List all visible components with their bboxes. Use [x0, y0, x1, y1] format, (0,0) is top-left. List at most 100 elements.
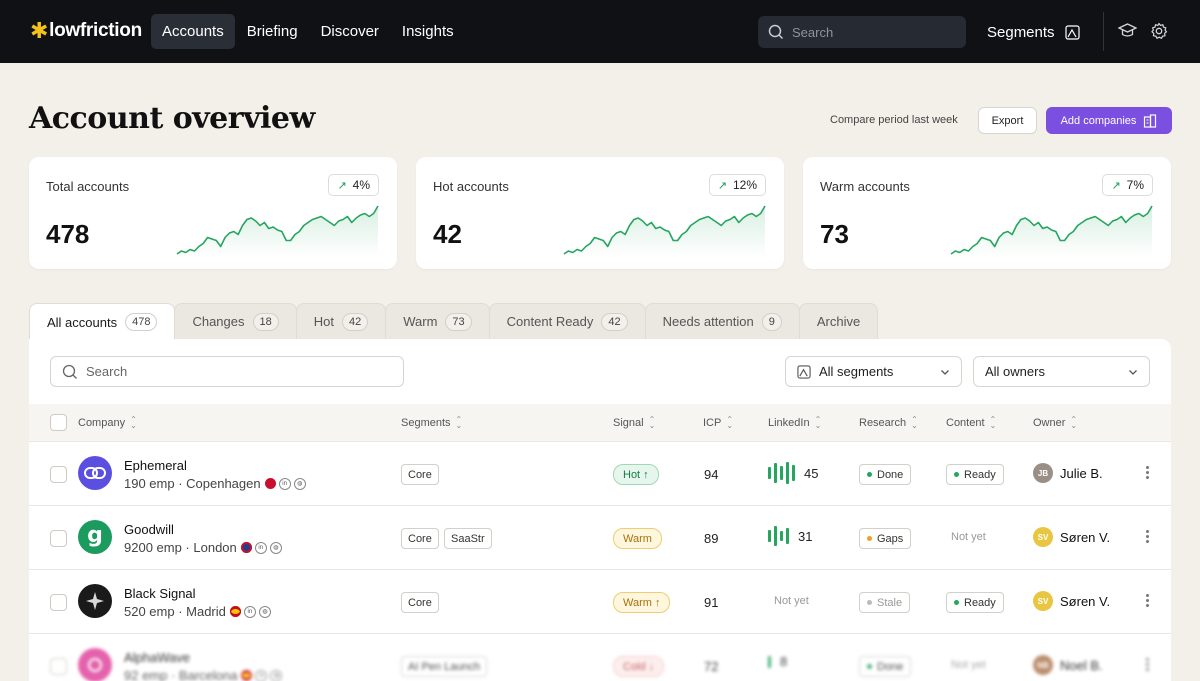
- row-menu-icon[interactable]: [1146, 465, 1149, 480]
- owner-name: Noel B.: [1060, 657, 1103, 673]
- col-research[interactable]: Research ⌃ ⌄: [859, 416, 918, 430]
- select-all-checkbox[interactable]: [50, 414, 67, 431]
- company-meta: 92 emp · Barcelona in ◍: [124, 668, 283, 681]
- stat-card-total[interactable]: Total accounts 478 ↗ 4%: [29, 157, 397, 269]
- col-signal[interactable]: Signal ⌃ ⌄: [613, 415, 656, 430]
- table-row[interactable]: Black Signal 520 emp · Madrid in ◍ Core Wa…: [29, 570, 1171, 634]
- signal-badge: Warm: [613, 528, 662, 549]
- stat-value: 478: [46, 219, 90, 249]
- row-checkbox[interactable]: [50, 466, 67, 483]
- col-linkedin[interactable]: LinkedIn ⌃ ⌄: [768, 416, 821, 430]
- tab-hot[interactable]: Hot 42: [295, 303, 387, 339]
- research-status-label: Done: [877, 468, 904, 481]
- gear-icon[interactable]: [1150, 22, 1168, 40]
- table-search-placeholder: Search: [86, 364, 128, 379]
- sort-icon: ⌃ ⌄: [726, 415, 734, 430]
- table-row[interactable]: Ephemeral 190 emp · Copenhagen in ◍ Core H…: [29, 442, 1171, 506]
- content-status-label: Ready: [964, 596, 996, 609]
- col-label: Segments: [401, 417, 451, 429]
- linkedin-icon[interactable]: in: [255, 669, 268, 681]
- globe-icon[interactable]: ◍: [258, 605, 271, 618]
- row-menu-icon[interactable]: [1146, 529, 1149, 544]
- linkedin-icon[interactable]: in: [254, 541, 267, 554]
- globe-icon[interactable]: ◍: [269, 541, 282, 554]
- tab-count: 42: [341, 312, 369, 331]
- tab-content-ready[interactable]: Content Ready 42: [488, 303, 646, 339]
- segment-filter-select[interactable]: All segments: [785, 356, 962, 387]
- global-search-input[interactable]: Search: [758, 16, 966, 48]
- tab-count: 478: [125, 313, 158, 331]
- owner[interactable]: SV Søren V.: [1033, 591, 1110, 611]
- sort-icon: ⌃ ⌄: [648, 415, 656, 430]
- nav-discover[interactable]: Discover: [320, 23, 379, 40]
- arrow-up-right-icon: ↗: [717, 179, 727, 192]
- table-row[interactable]: g Goodwill 9200 emp · London in ◍ Core Saa…: [29, 506, 1171, 570]
- sparkline-area: [177, 206, 378, 257]
- status-dot: [867, 472, 872, 477]
- col-content[interactable]: Content ⌃ ⌄: [946, 416, 996, 430]
- stat-card-hot[interactable]: Hot accounts 42 ↗ 12%: [416, 157, 784, 269]
- export-button[interactable]: Export: [978, 107, 1037, 134]
- col-owner[interactable]: Owner ⌃ ⌄: [1033, 416, 1077, 430]
- avatar: SV: [1033, 591, 1053, 611]
- graduation-cap-icon[interactable]: [1118, 22, 1137, 40]
- company-name[interactable]: Goodwill: [124, 522, 174, 537]
- row-checkbox[interactable]: [50, 658, 67, 675]
- tab-all-accounts[interactable]: All accounts 478: [29, 303, 176, 340]
- owner-name: Julie B.: [1060, 465, 1103, 481]
- col-label: Signal: [613, 417, 644, 429]
- row-menu-icon[interactable]: [1146, 657, 1149, 672]
- col-label: Research: [859, 417, 907, 429]
- globe-icon[interactable]: ◍: [270, 669, 283, 681]
- tab-archive[interactable]: Archive: [798, 303, 879, 339]
- stat-delta-badge: ↗ 4%: [328, 174, 379, 196]
- tab-warm[interactable]: Warm 73: [385, 303, 490, 339]
- stat-delta: 12%: [732, 178, 757, 192]
- spain-flag-icon: [229, 606, 241, 617]
- segments-button[interactable]: Segments: [987, 16, 1080, 48]
- icp-score: 94: [704, 467, 719, 482]
- company-name[interactable]: Black Signal: [124, 586, 196, 601]
- col-segments[interactable]: Segments ⌃ ⌄: [401, 416, 462, 430]
- sparkle-star-icon: [86, 592, 104, 610]
- company-logo: g: [78, 520, 112, 554]
- uk-flag-icon: [240, 542, 252, 553]
- linkedin-icon[interactable]: in: [278, 477, 291, 490]
- add-companies-button[interactable]: Add companies: [1046, 107, 1172, 134]
- nav-accounts[interactable]: Accounts: [151, 14, 235, 49]
- col-label: ICP: [703, 417, 722, 429]
- col-company[interactable]: Company ⌃ ⌄: [78, 416, 137, 430]
- linkedin-activity: 45: [768, 462, 818, 484]
- col-icp[interactable]: ICP ⌃ ⌄: [703, 415, 734, 430]
- company-name[interactable]: AlphaWave: [124, 650, 190, 665]
- brand-logo[interactable]: ✱ lowfriction: [30, 20, 142, 42]
- table-search-input[interactable]: Search: [50, 356, 404, 387]
- segment-filter-value: All segments: [819, 364, 894, 379]
- segment-chip: Core: [401, 592, 439, 613]
- owner[interactable]: NB Noel B.: [1033, 655, 1103, 675]
- company-logo: [78, 648, 112, 681]
- linkedin-icon[interactable]: in: [243, 605, 256, 618]
- row-checkbox[interactable]: [50, 530, 67, 547]
- tab-needs-attention[interactable]: Needs attention 9: [644, 303, 800, 339]
- tab-changes[interactable]: Changes 18: [174, 303, 297, 339]
- linkedin-count: 31: [798, 528, 813, 544]
- avatar: NB: [1033, 655, 1053, 675]
- row-menu-icon[interactable]: [1146, 593, 1149, 608]
- arrow-up-right-icon: ↗: [337, 179, 347, 192]
- nav-insights[interactable]: Insights: [401, 23, 454, 40]
- owner-filter-select[interactable]: All owners: [973, 356, 1150, 387]
- table-row[interactable]: AlphaWave 92 emp · Barcelona in ◍ AI Pen L…: [29, 634, 1171, 681]
- owner[interactable]: SV Søren V.: [1033, 527, 1110, 547]
- account-tabs: All accounts 478 Changes 18 Hot 42 Warm 73 C…: [29, 303, 879, 340]
- content-status: Not yet: [951, 531, 986, 543]
- company-name[interactable]: Ephemeral: [124, 458, 187, 473]
- globe-icon[interactable]: ◍: [293, 477, 306, 490]
- compare-period-toggle[interactable]: Compare period last week: [830, 114, 958, 126]
- row-checkbox[interactable]: [50, 594, 67, 611]
- owner[interactable]: JB Julie B.: [1033, 463, 1103, 483]
- stat-value: 42: [433, 219, 462, 249]
- nav-briefing[interactable]: Briefing: [246, 23, 298, 40]
- col-label: Owner: [1033, 417, 1066, 429]
- stat-card-warm[interactable]: Warm accounts 73 ↗ 7%: [803, 157, 1171, 269]
